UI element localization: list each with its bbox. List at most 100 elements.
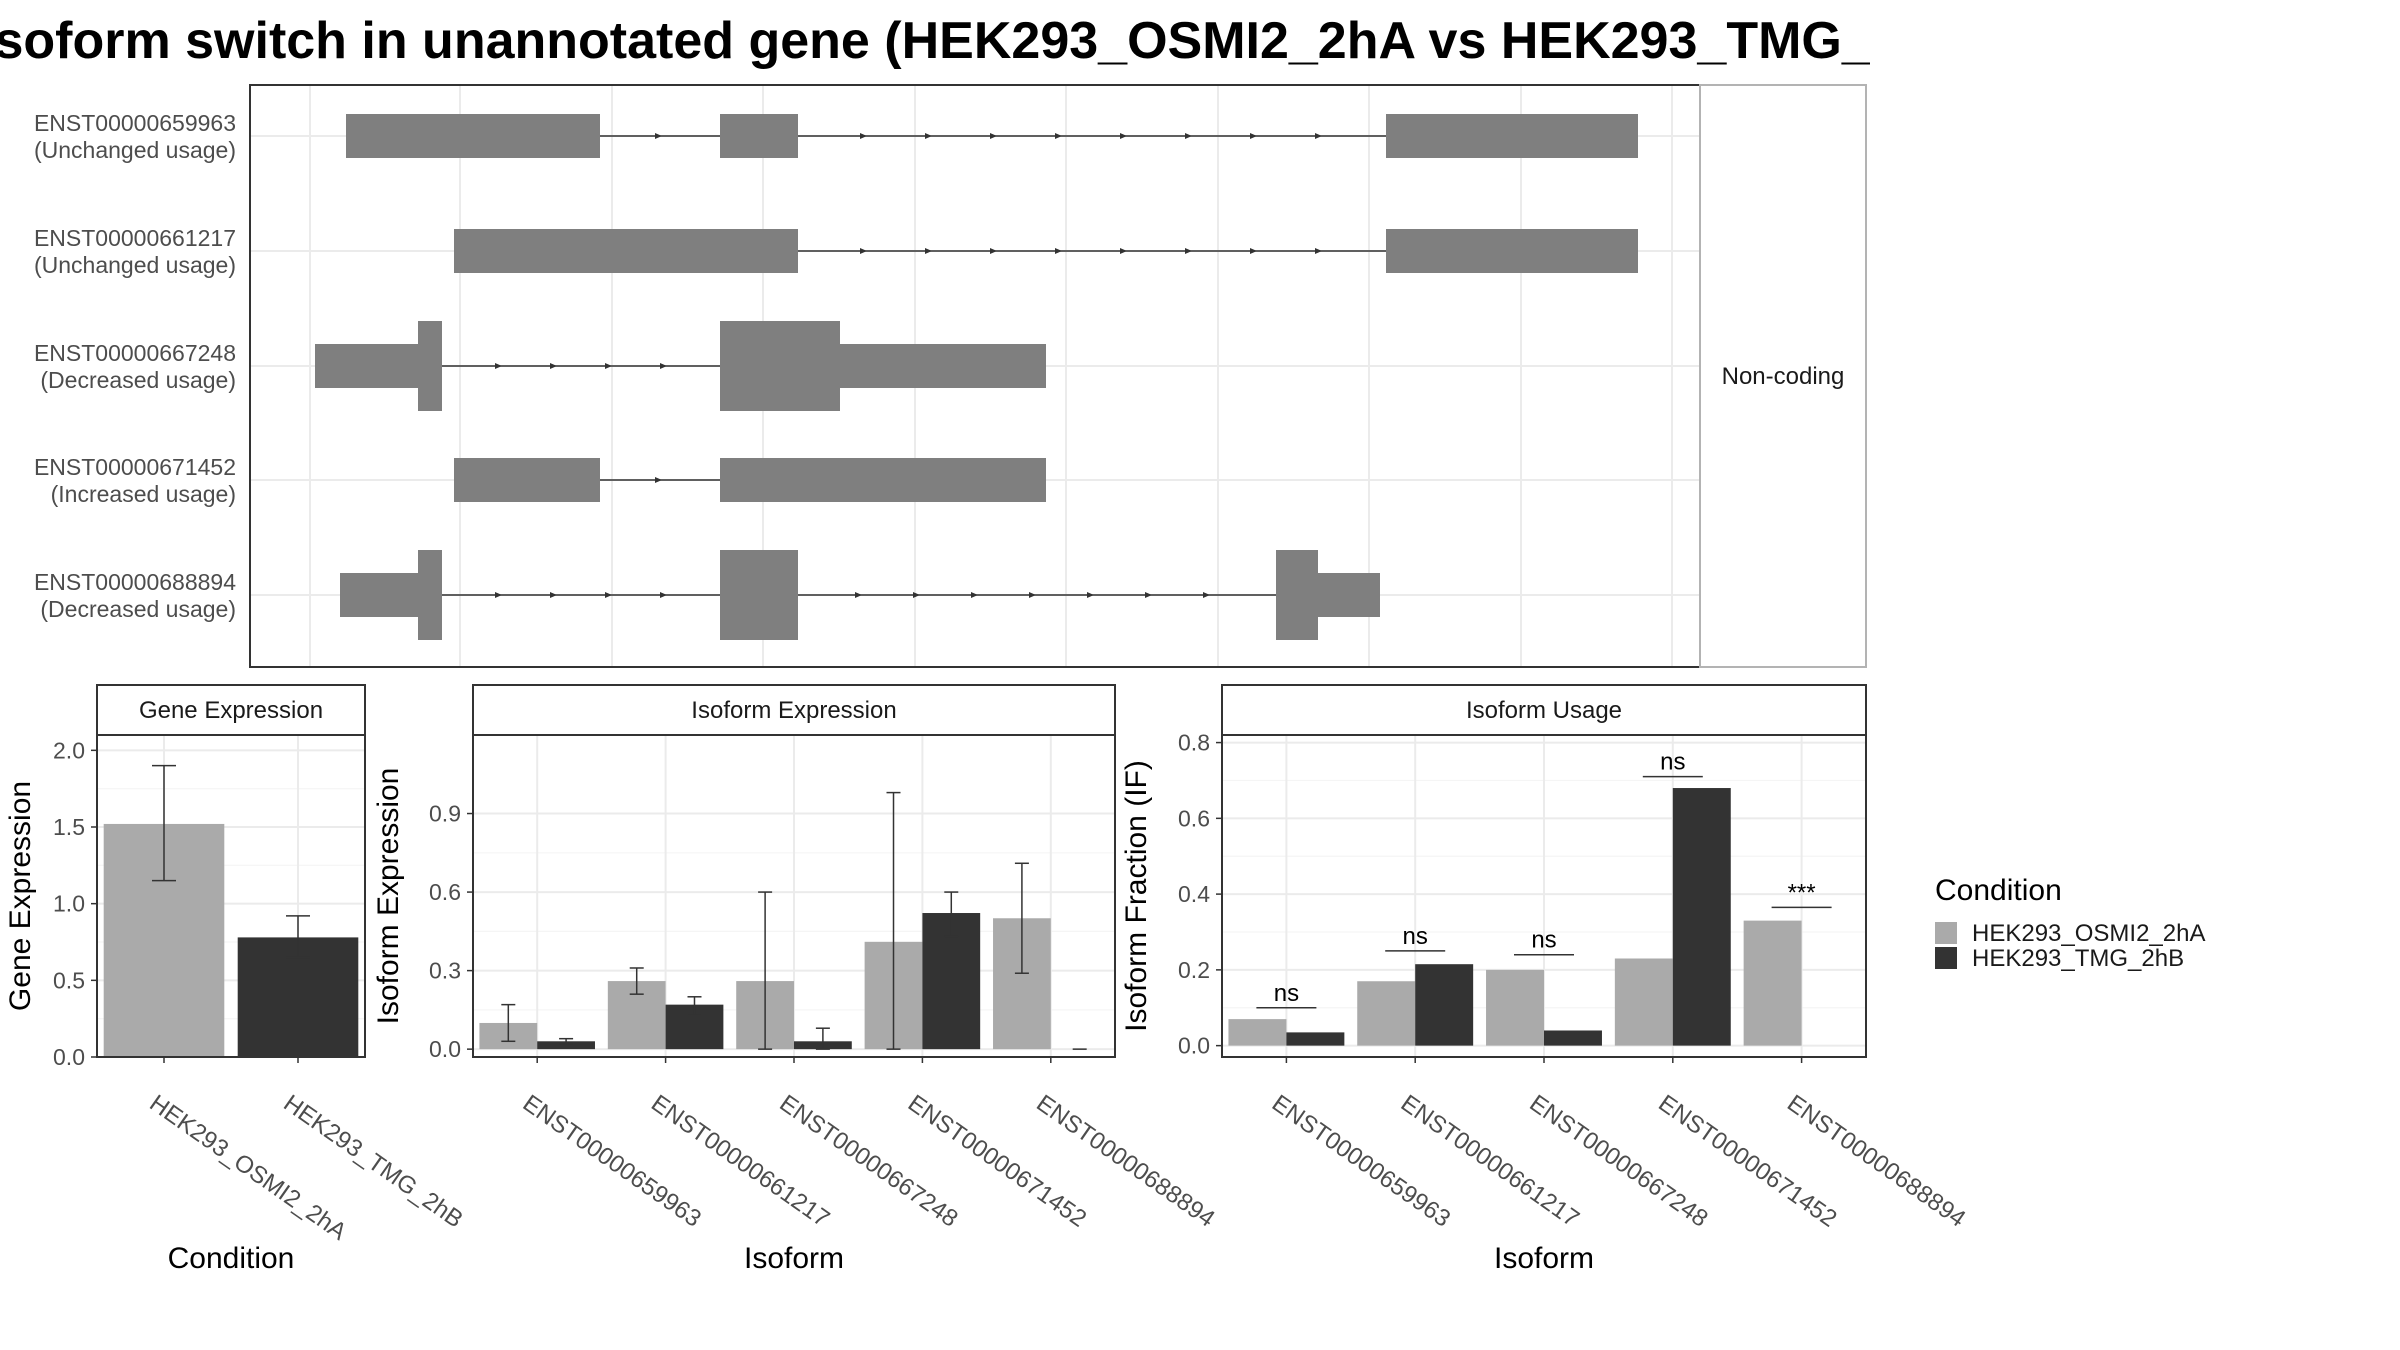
y-tick-label: 0.4 (1178, 881, 1210, 907)
y-tick-label: 0.0 (1178, 1033, 1210, 1059)
y-tick-label: 1.5 (53, 814, 85, 840)
bar-HEK293_TMG_2hB-ENST00000659963 (537, 1041, 595, 1050)
exon-block (720, 550, 798, 640)
legend-swatch (1935, 922, 1957, 944)
chart-strip-label: Gene Expression (139, 697, 323, 724)
y-axis-title: Isoform Expression (372, 768, 405, 1025)
exon-block (418, 321, 442, 411)
bar-HEK293_TMG_2hB-ENST00000661217 (1415, 964, 1474, 1046)
legend-swatch (1935, 947, 1957, 969)
significance-label: *** (1788, 879, 1816, 906)
intron-direction-arrow (990, 248, 997, 254)
intron-direction-arrow (660, 592, 667, 598)
intron-direction-arrow (990, 133, 997, 139)
chart-strip-label: Isoform Usage (1466, 697, 1622, 724)
significance-label: ns (1531, 927, 1556, 954)
y-tick-label: 2.0 (53, 737, 85, 763)
intron-direction-arrow (971, 592, 978, 598)
intron-direction-arrow (550, 363, 557, 369)
intron-direction-arrow (1250, 133, 1257, 139)
intron-direction-arrow (925, 248, 932, 254)
intron-direction-arrow (495, 592, 502, 598)
intron-direction-arrow (855, 592, 862, 598)
intron-direction-arrow (605, 592, 612, 598)
intron-direction-arrow (1315, 248, 1322, 254)
intron-direction-arrow (925, 133, 932, 139)
exon-block (340, 573, 420, 617)
bar-HEK293_OSMI2_2hA-ENST00000667248 (1486, 969, 1544, 1046)
transcript-structure-panel: ENST00000659963(Unchanged usage)ENST0000… (34, 84, 1867, 668)
isoform-usage-label: (Unchanged usage) (34, 252, 236, 278)
y-tick-label: 0.6 (1178, 805, 1210, 831)
bar-HEK293_OSMI2_2hA-ENST00000659963 (1228, 1019, 1287, 1046)
intron-direction-arrow (1055, 133, 1062, 139)
exon-block (840, 344, 1046, 388)
y-tick-label: 0.2 (1178, 957, 1210, 983)
x-axis-title: Isoform (744, 1242, 844, 1275)
isoform-id-label: ENST00000661217 (34, 225, 236, 251)
isoform-id-label: ENST00000688894 (34, 569, 236, 595)
bar-HEK293_OSMI2_2hA-ENST00000688894 (1743, 920, 1802, 1046)
y-axis-title: Isoform Fraction (IF) (1120, 760, 1153, 1032)
y-tick-label: 0.0 (429, 1036, 461, 1062)
significance-label: ns (1274, 980, 1299, 1007)
chart-strip-box (472, 684, 1116, 736)
structure-strip-box (1699, 84, 1867, 668)
exon-block (418, 550, 442, 640)
chart-strip-box (96, 684, 366, 736)
isoform-usage-label: (Decreased usage) (40, 367, 236, 393)
y-tick-label: 0.0 (53, 1044, 85, 1070)
intron-direction-arrow (1185, 248, 1192, 254)
y-tick-label: 0.5 (53, 967, 85, 993)
isoform-id-label: ENST00000659963 (34, 110, 236, 136)
y-tick-label: 1.0 (53, 891, 85, 917)
intron-direction-arrow (655, 477, 662, 483)
chart-panel-2: Isoform Expression0.00.30.60.9ENST000006… (372, 684, 1220, 1275)
x-axis-title: Condition (168, 1242, 295, 1275)
structure-strip-label: Non-coding (1722, 363, 1845, 390)
intron-direction-arrow (495, 363, 502, 369)
y-tick-label: 0.3 (429, 958, 461, 984)
intron-direction-arrow (605, 363, 612, 369)
intron-direction-arrow (660, 363, 667, 369)
chart-strip-label: Isoform Expression (691, 697, 896, 724)
intron-direction-arrow (860, 248, 867, 254)
intron-direction-arrow (1029, 592, 1036, 598)
bar-HEK293_TMG_2hB-ENST00000667248 (1544, 1030, 1602, 1046)
intron-direction-arrow (913, 592, 920, 598)
legend-title: Condition (1935, 874, 2062, 907)
intron-direction-arrow (655, 133, 662, 139)
isoform-id-label: ENST00000671452 (34, 454, 236, 480)
significance-label: ns (1660, 749, 1685, 776)
exon-block (315, 344, 420, 388)
y-tick-label: 0.9 (429, 801, 461, 827)
isoform-usage-label: (Increased usage) (51, 481, 236, 507)
intron-direction-arrow (1203, 592, 1210, 598)
exon-block (720, 458, 1046, 502)
exon-block (346, 114, 600, 158)
intron-direction-arrow (1145, 592, 1152, 598)
x-axis-title: Isoform (1494, 1242, 1594, 1275)
intron-direction-arrow (550, 592, 557, 598)
legend-label: HEK293_TMG_2hB (1972, 945, 2184, 972)
figure-title: Isoform switch in unannotated gene (HEK2… (0, 12, 1986, 70)
intron-direction-arrow (1087, 592, 1094, 598)
exon-block (1276, 550, 1318, 640)
exon-block (720, 114, 798, 158)
intron-direction-arrow (1185, 133, 1192, 139)
intron-direction-arrow (860, 133, 867, 139)
intron-direction-arrow (1120, 133, 1127, 139)
exon-block (1318, 573, 1380, 617)
bar-HEK293_TMG_2hB-ENST00000671452 (1672, 788, 1731, 1046)
intron-direction-arrow (1120, 248, 1127, 254)
chart-panel-1: Gene Expression0.00.51.01.52.0HEK293_OSM… (4, 684, 468, 1275)
intron-direction-arrow (1055, 248, 1062, 254)
isoform-usage-label: (Decreased usage) (40, 596, 236, 622)
y-axis-title: Gene Expression (4, 781, 37, 1011)
y-tick-label: 0.6 (429, 879, 461, 905)
intron-direction-arrow (1250, 248, 1257, 254)
exon-block (1386, 229, 1638, 273)
